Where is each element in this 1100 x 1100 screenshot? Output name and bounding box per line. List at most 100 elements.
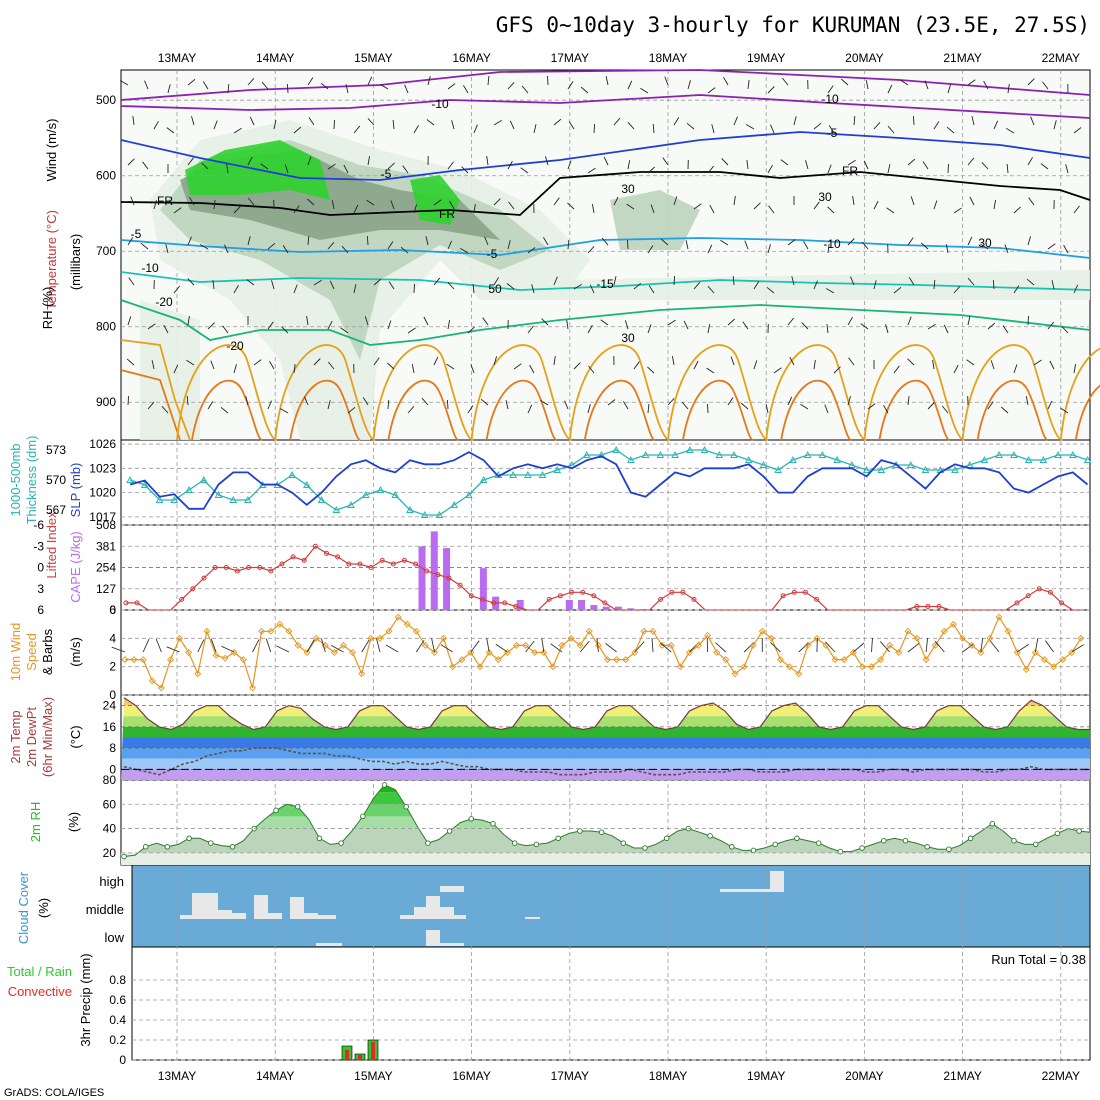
date-label-bottom: 16MAY (452, 1069, 490, 1083)
wind-barb (1025, 396, 1029, 406)
wind-speed-line (125, 615, 1082, 689)
wind-barb (593, 123, 596, 134)
wind-barb (765, 404, 769, 414)
wind-speed-point (704, 632, 712, 639)
wind-speed-point (412, 627, 420, 635)
wind-barb (607, 399, 616, 406)
credit: GrADS: COLA/IGES (4, 1087, 104, 1099)
rh-point (555, 835, 561, 842)
wind-speed-point (485, 649, 493, 656)
wind-barb (980, 638, 984, 653)
wind-barb (791, 276, 795, 286)
wind-barb (766, 286, 775, 294)
wind-barb (601, 237, 609, 246)
slp-slp-label: SLP (mb) (68, 463, 83, 518)
thickness-point (1068, 450, 1077, 458)
precip-tick-label: 0.6 (109, 993, 126, 1007)
slp-tick-label: 1026 (89, 437, 116, 451)
date-label-bottom: 15MAY (354, 1069, 392, 1083)
wind-speed-point (449, 663, 457, 671)
rh-point (121, 853, 127, 860)
wind-barb (568, 121, 575, 130)
temperature-contour (120, 131, 1091, 181)
wind-barb (848, 357, 855, 366)
wind-barb (221, 645, 235, 653)
wind-barb (402, 165, 409, 174)
wind-barb (633, 282, 642, 290)
temperature-contour (961, 344, 1063, 441)
thickness-point (140, 480, 149, 488)
wind-barb (387, 241, 394, 250)
cloud-bar (770, 871, 784, 892)
wind-barb (962, 643, 975, 653)
wind-barb (787, 239, 796, 246)
wind-barb (527, 404, 533, 414)
wind-speed-point (531, 649, 539, 656)
li-point (357, 561, 363, 567)
wind-barb (521, 85, 529, 94)
wind-barb (333, 119, 335, 130)
wind-barb (907, 643, 920, 653)
wind-barb (543, 237, 549, 246)
wind-barb (727, 318, 736, 326)
wind-barb (740, 402, 749, 410)
wind-barb (327, 320, 333, 330)
wind-barb (853, 115, 856, 126)
wind-barb (447, 161, 454, 170)
wind-barb (362, 397, 369, 406)
wind-barb (449, 200, 455, 210)
wind-barb (813, 360, 816, 370)
wind-barb (386, 362, 395, 370)
wind-barb (673, 117, 680, 126)
contour-label: -10 (141, 261, 159, 275)
wind-barb (293, 126, 302, 134)
li-point (479, 596, 485, 602)
wind-barb (947, 84, 952, 94)
wind-barb (446, 399, 449, 410)
wind-speed-point (777, 656, 784, 664)
wind-barb (261, 81, 269, 90)
wind-barb (567, 81, 574, 90)
wind-barb (801, 322, 809, 330)
wind-barb (753, 281, 760, 290)
wind-barb (460, 248, 469, 254)
wind-barb (387, 320, 392, 330)
wind-barb (293, 284, 298, 294)
cloud-cover-panel (131, 864, 1091, 948)
wind-barb (541, 318, 549, 326)
rh-point (425, 840, 431, 846)
wind-barb (544, 156, 549, 166)
thickness-point (244, 495, 252, 503)
wind-barb (210, 360, 215, 370)
cloud-bar (318, 915, 336, 919)
wind-barb (650, 204, 655, 214)
wind-barb (527, 247, 536, 254)
wind-barb (415, 640, 425, 653)
rh-base-band (121, 852, 1090, 865)
wind-barb (140, 242, 149, 250)
li-point (669, 589, 675, 595)
wind-barb (166, 127, 175, 134)
wind-barb (1027, 78, 1035, 86)
wind-barb (861, 241, 869, 250)
rh-point (316, 835, 323, 842)
wind-barb (781, 77, 789, 86)
wind-barb (707, 87, 716, 94)
wind-speed-point (130, 656, 138, 664)
wind-barb (1071, 644, 1084, 653)
wind-speed-point (476, 663, 484, 671)
temperature-contour (120, 171, 1091, 216)
wind-barb (233, 364, 237, 374)
wind-barb (664, 76, 669, 86)
date-label-bottom: 21MAY (943, 1069, 981, 1083)
thickness-point (126, 475, 134, 483)
wind-barb (541, 638, 545, 653)
wind-barb (212, 280, 215, 290)
cape-bar (516, 599, 524, 610)
wind-barb (307, 77, 314, 86)
wind-barb (753, 360, 758, 370)
rh-point (1032, 841, 1039, 848)
wind-barb (1053, 120, 1057, 130)
wind-barb (971, 116, 975, 126)
thickness-point (229, 495, 238, 503)
